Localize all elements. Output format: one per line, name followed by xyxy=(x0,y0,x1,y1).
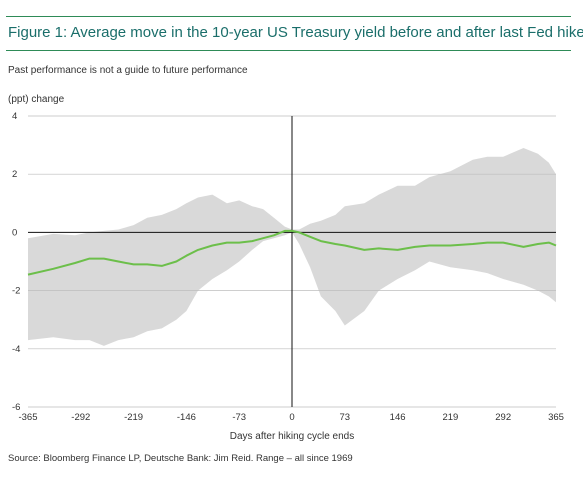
x-tick-label: 292 xyxy=(495,412,511,423)
source-note: Source: Bloomberg Finance LP, Deutsche B… xyxy=(8,453,353,464)
y-tick-label: -2 xyxy=(12,286,20,297)
chart-title: Figure 1: Average move in the 10-year US… xyxy=(8,24,583,41)
y-tick-label: 2 xyxy=(12,169,17,180)
x-tick-label: 146 xyxy=(390,412,406,423)
title-rule xyxy=(6,50,571,51)
top-rule xyxy=(6,16,571,17)
average-line xyxy=(27,229,557,276)
y-tick-label: 4 xyxy=(12,111,17,122)
x-tick-label: 365 xyxy=(548,412,564,423)
chart-subtitle: Past performance is not a guide to futur… xyxy=(8,65,248,76)
x-axis-title: Days after hiking cycle ends xyxy=(230,431,355,442)
x-tick-label: -365 xyxy=(18,412,37,423)
range-band xyxy=(28,148,556,346)
x-tick-label: -292 xyxy=(71,412,90,423)
y-tick-label: 0 xyxy=(12,227,17,238)
x-tick-label: 73 xyxy=(340,412,351,423)
x-tick-label: -219 xyxy=(124,412,143,423)
x-tick-label: -73 xyxy=(232,412,246,423)
y-axis-label: (ppt) change xyxy=(8,94,65,105)
x-tick-label: 0 xyxy=(289,412,294,423)
y-tick-label: -6 xyxy=(12,402,20,413)
x-tick-label: -146 xyxy=(177,412,196,423)
x-tick-label: 219 xyxy=(442,412,458,423)
y-tick-label: -4 xyxy=(12,344,20,355)
